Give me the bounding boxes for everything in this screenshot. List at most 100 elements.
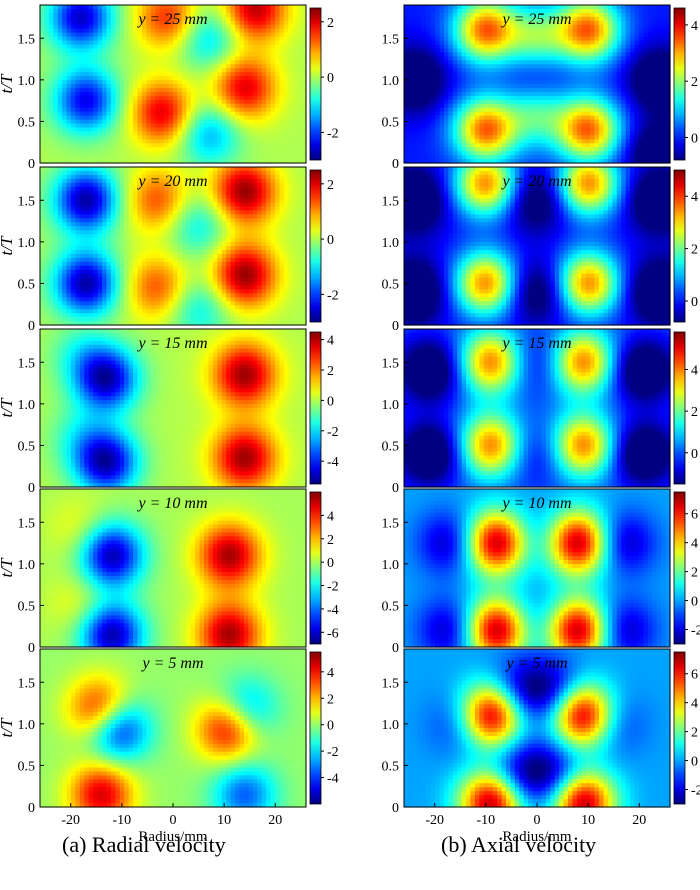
heatmap-cell bbox=[111, 104, 116, 109]
heatmap-cell bbox=[133, 64, 138, 69]
heatmap-cell bbox=[160, 127, 165, 132]
heatmap-cell bbox=[98, 64, 103, 69]
heatmap-cell bbox=[586, 48, 591, 53]
heatmap-cell bbox=[93, 116, 98, 121]
heatmap-cell bbox=[435, 56, 440, 61]
heatmap-cell bbox=[275, 112, 280, 117]
heatmap-cell bbox=[488, 124, 493, 129]
heatmap-cell bbox=[439, 127, 444, 132]
heatmap-cell bbox=[284, 120, 289, 125]
heatmap-cell bbox=[129, 104, 134, 109]
heatmap-cell bbox=[577, 124, 582, 129]
heatmap-cell bbox=[568, 52, 573, 57]
heatmap-cell bbox=[266, 13, 271, 18]
heatmap-cell bbox=[462, 92, 467, 97]
heatmap-cell bbox=[40, 80, 45, 85]
heatmap-cell bbox=[626, 104, 631, 109]
heatmap-cell bbox=[240, 135, 245, 140]
heatmap-cell bbox=[422, 52, 427, 57]
heatmap-cell bbox=[471, 92, 476, 97]
heatmap-cell bbox=[186, 37, 191, 42]
heatmap-cell bbox=[568, 139, 573, 144]
heatmap-cell bbox=[502, 45, 507, 50]
heatmap-cell bbox=[89, 131, 94, 136]
heatmap-cell bbox=[213, 5, 218, 10]
heatmap-cell bbox=[44, 45, 49, 50]
heatmap-cell bbox=[262, 17, 267, 22]
heatmap-cell bbox=[84, 29, 89, 34]
heatmap-cell bbox=[84, 84, 89, 89]
heatmap-cell bbox=[475, 127, 480, 132]
heatmap-cell bbox=[279, 143, 284, 148]
heatmap-cell bbox=[244, 147, 249, 152]
heatmap-cell bbox=[89, 9, 94, 14]
heatmap-cell bbox=[533, 124, 538, 129]
heatmap-cell bbox=[208, 25, 213, 30]
heatmap-cell bbox=[546, 135, 551, 140]
heatmap-cell bbox=[67, 72, 72, 77]
heatmap-cell bbox=[297, 60, 302, 65]
heatmap-cell bbox=[417, 48, 422, 53]
heatmap-cell bbox=[506, 76, 511, 81]
heatmap-cell bbox=[493, 9, 498, 14]
heatmap-cell bbox=[471, 127, 476, 132]
heatmap-cell bbox=[404, 29, 409, 34]
heatmap-cell bbox=[533, 88, 538, 93]
heatmap-cell bbox=[262, 64, 267, 69]
heatmap-cell bbox=[133, 120, 138, 125]
heatmap-cell bbox=[195, 80, 200, 85]
heatmap-cell bbox=[590, 29, 595, 34]
heatmap-cell bbox=[559, 60, 564, 65]
heatmap-cell bbox=[657, 60, 662, 65]
heatmap-cell bbox=[621, 48, 626, 53]
heatmap-cell bbox=[204, 92, 209, 97]
heatmap-cell bbox=[599, 37, 604, 42]
heatmap-cell bbox=[617, 5, 622, 10]
heatmap-cell bbox=[155, 88, 160, 93]
heatmap-cell bbox=[146, 60, 151, 65]
heatmap-cell bbox=[431, 127, 436, 132]
heatmap-cell bbox=[471, 96, 476, 101]
heatmap-cell bbox=[417, 37, 422, 42]
heatmap-cell bbox=[630, 5, 635, 10]
heatmap-cell bbox=[444, 37, 449, 42]
heatmap-cell bbox=[466, 92, 471, 97]
heatmap-cell bbox=[448, 116, 453, 121]
heatmap-cell bbox=[195, 151, 200, 156]
heatmap-cell bbox=[479, 52, 484, 57]
heatmap-cell bbox=[169, 33, 174, 38]
heatmap-cell bbox=[129, 25, 134, 30]
heatmap-cell bbox=[177, 72, 182, 77]
heatmap-cell bbox=[537, 88, 542, 93]
heatmap-cell bbox=[572, 135, 577, 140]
heatmap-cell bbox=[657, 29, 662, 34]
heatmap-cell bbox=[146, 64, 151, 69]
heatmap-cell bbox=[244, 139, 249, 144]
heatmap-cell bbox=[266, 80, 271, 85]
heatmap-cell bbox=[115, 76, 120, 81]
heatmap-cell bbox=[279, 13, 284, 18]
heatmap-cell bbox=[599, 92, 604, 97]
heatmap-cell bbox=[80, 17, 85, 22]
heatmap-cell bbox=[652, 5, 657, 10]
heatmap-cell bbox=[217, 112, 222, 117]
heatmap-cell bbox=[191, 104, 196, 109]
heatmap-cell bbox=[160, 147, 165, 152]
heatmap-cell bbox=[541, 120, 546, 125]
heatmap-cell bbox=[466, 100, 471, 105]
heatmap-cell bbox=[115, 143, 120, 148]
heatmap-cell bbox=[639, 80, 644, 85]
heatmap-cell bbox=[608, 17, 613, 22]
heatmap-cell bbox=[422, 9, 427, 14]
heatmap-cell bbox=[457, 5, 462, 10]
heatmap-cell bbox=[115, 155, 120, 160]
heatmap-cell bbox=[577, 155, 582, 160]
heatmap-cell bbox=[524, 104, 529, 109]
heatmap-cell bbox=[213, 124, 218, 129]
heatmap-cell bbox=[661, 108, 666, 113]
heatmap-cell bbox=[271, 64, 276, 69]
heatmap-cell bbox=[617, 127, 622, 132]
heatmap-cell bbox=[564, 68, 569, 73]
heatmap-cell bbox=[44, 96, 49, 101]
